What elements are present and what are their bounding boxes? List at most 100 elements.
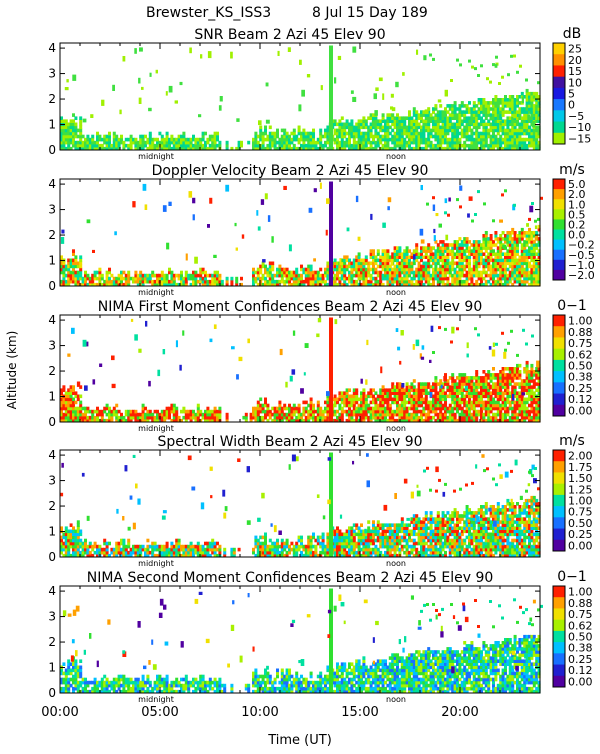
data-cell <box>382 113 385 117</box>
data-cell <box>443 376 447 382</box>
colorbar-swatch <box>553 270 565 281</box>
data-cell <box>264 129 267 133</box>
data-cell <box>434 235 436 241</box>
data-cell <box>490 379 493 383</box>
data-cell <box>511 379 514 383</box>
data-cell <box>318 318 321 322</box>
data-cell <box>415 246 418 250</box>
data-cell <box>399 361 401 365</box>
data-cell <box>439 401 442 405</box>
data-cell <box>504 265 507 269</box>
data-cell <box>127 280 130 284</box>
data-cell <box>295 268 298 272</box>
data-cell <box>71 328 75 334</box>
data-cell <box>456 59 459 62</box>
data-cell <box>408 110 411 114</box>
data-cell <box>127 271 130 275</box>
data-cell <box>483 202 486 205</box>
data-cell <box>236 248 238 251</box>
data-cell <box>101 100 104 106</box>
colorbar-label: −15 <box>568 132 591 145</box>
y-tick-label: 1 <box>48 118 56 132</box>
data-cell <box>298 126 301 130</box>
data-cell <box>477 74 480 77</box>
data-cell <box>312 132 315 136</box>
data-cell <box>269 126 272 130</box>
data-cell <box>92 250 95 253</box>
data-cell <box>192 135 195 139</box>
data-cell <box>478 265 481 269</box>
data-cell <box>389 404 392 408</box>
data-cell <box>485 138 488 142</box>
data-cell <box>439 224 443 228</box>
data-cell <box>507 73 510 76</box>
data-cell <box>476 255 479 262</box>
data-cell <box>79 129 82 133</box>
data-cell <box>391 94 394 98</box>
data-cell <box>446 132 449 136</box>
data-cell <box>99 364 102 368</box>
data-cell <box>397 347 400 351</box>
data-cell <box>145 204 148 210</box>
data-cell <box>518 373 521 377</box>
data-cell <box>526 401 529 405</box>
data-cell <box>388 197 392 202</box>
data-cell <box>134 334 138 340</box>
data-cell <box>166 274 169 278</box>
data-cell <box>288 47 291 52</box>
data-cell <box>372 265 375 269</box>
noon-marker: noon <box>386 152 406 161</box>
data-cell <box>372 249 375 253</box>
colorbar-swatch <box>553 199 565 210</box>
data-cell <box>336 401 339 405</box>
data-cell <box>261 199 264 205</box>
data-cell <box>438 99 442 102</box>
data-cell <box>298 104 301 111</box>
data-cell <box>79 259 82 263</box>
data-cell <box>459 205 462 208</box>
data-cell <box>225 185 229 192</box>
data-cell <box>166 243 169 250</box>
data-cell <box>302 129 305 133</box>
data-cell <box>391 259 394 266</box>
data-cell <box>396 401 399 405</box>
data-cell <box>436 213 439 216</box>
y-tick-label: 3 <box>48 203 56 217</box>
colorbar-swatch <box>553 65 565 77</box>
panel-title: NIMA First Moment Confidences Beam 2 Azi… <box>98 299 482 315</box>
data-cell <box>79 265 82 269</box>
data-cell <box>374 110 378 116</box>
data-cell <box>111 356 115 361</box>
data-cell <box>180 271 183 275</box>
data-cell <box>143 184 147 191</box>
data-cell <box>74 123 77 127</box>
data-cell <box>264 398 267 402</box>
data-cell <box>485 231 488 235</box>
data-cell <box>112 85 115 91</box>
data-cell <box>430 265 433 269</box>
data-cell <box>444 401 447 405</box>
data-cell <box>230 280 233 284</box>
data-cell <box>427 123 430 127</box>
data-cell <box>513 114 517 119</box>
data-cell <box>139 271 142 275</box>
data-cell <box>492 350 495 357</box>
data-cell <box>230 52 233 59</box>
data-cell <box>79 255 82 259</box>
data-cell <box>180 82 183 85</box>
data-cell <box>415 129 418 133</box>
data-cell <box>189 191 193 198</box>
data-cell <box>445 198 448 203</box>
data-cell <box>410 265 413 269</box>
colorbar-swatch <box>553 77 565 89</box>
data-cell <box>301 90 305 97</box>
data-cell <box>189 48 192 54</box>
data-cell <box>502 107 505 111</box>
y-tick-label: 2 <box>48 228 56 242</box>
data-cell <box>433 229 435 233</box>
data-cell <box>370 214 372 220</box>
data-cell <box>278 265 281 269</box>
data-cell <box>200 54 202 58</box>
data-cell <box>283 129 286 133</box>
